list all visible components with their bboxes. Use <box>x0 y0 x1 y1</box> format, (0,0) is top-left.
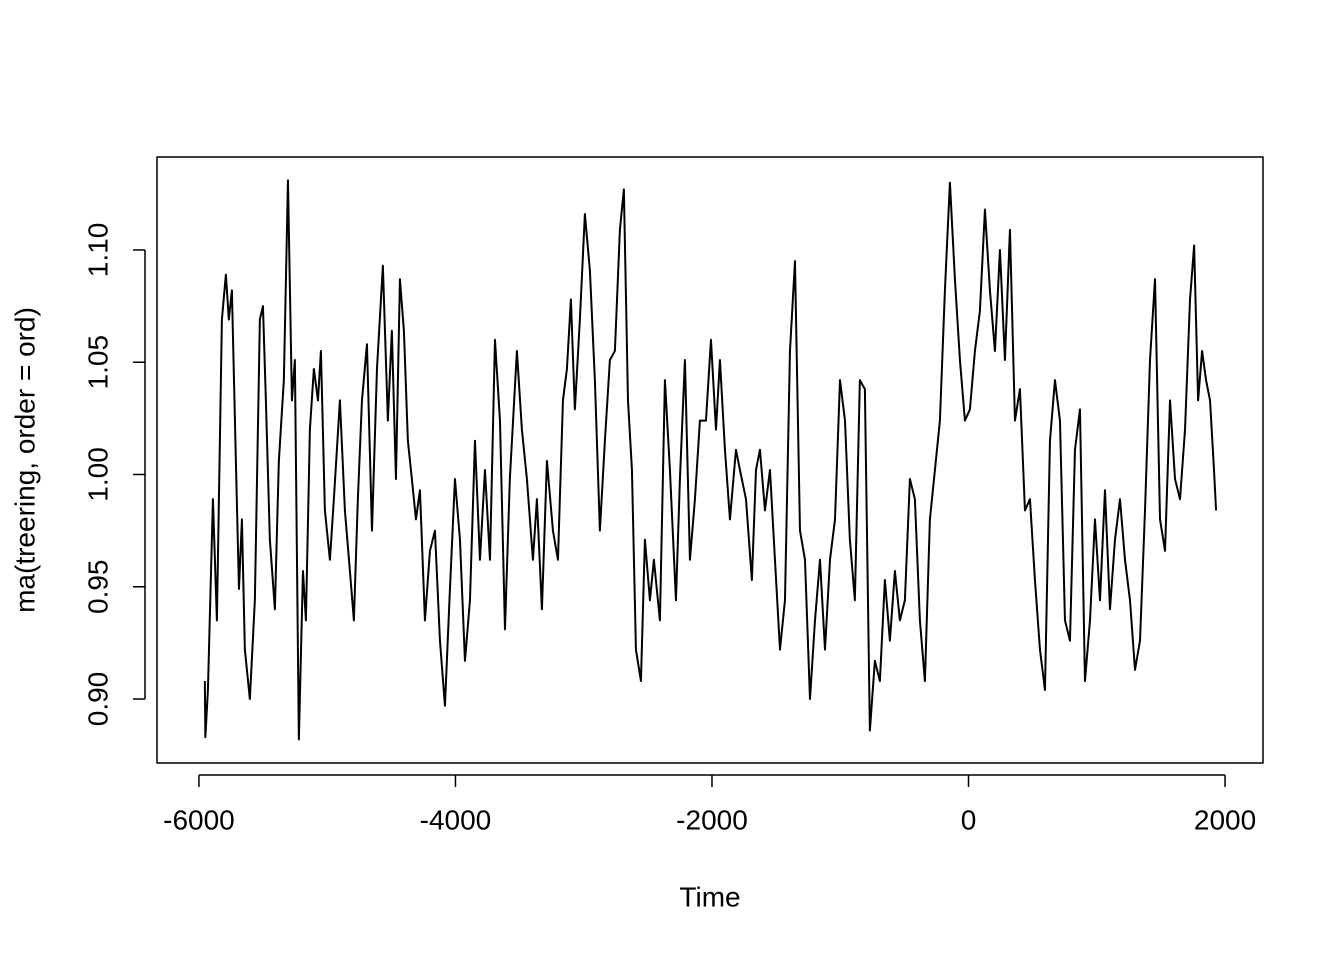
y-tick-label: 1.00 <box>82 447 113 502</box>
plot-box <box>156 156 1264 764</box>
x-axis-label: Time <box>679 881 740 912</box>
data-line <box>203 179 1218 741</box>
y-tick-label: 0.95 <box>82 559 113 614</box>
x-tick-label: -2000 <box>676 804 748 835</box>
x-tick-label: -4000 <box>420 804 492 835</box>
x-tick-label: 2000 <box>1194 804 1256 835</box>
x-tick-label: 0 <box>961 804 977 835</box>
x-tick-label: -6000 <box>163 804 235 835</box>
y-tick-label: 1.05 <box>82 335 113 390</box>
y-axis-label: ma(treering, order = ord) <box>9 307 40 613</box>
y-tick-label: 0.90 <box>82 672 113 727</box>
y-tick-label: 1.10 <box>82 223 113 277</box>
